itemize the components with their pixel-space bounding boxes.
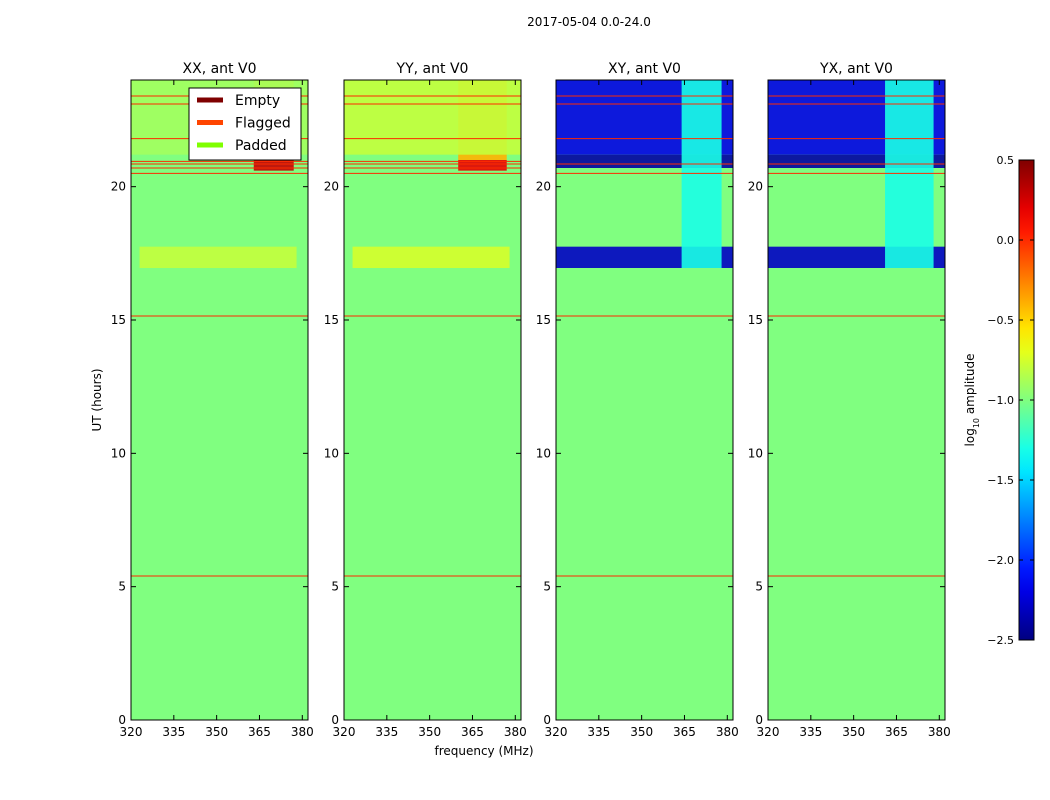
x-tick-label: 365: [248, 725, 271, 739]
y-tick-label: 20: [111, 180, 126, 194]
y-tick-label: 5: [331, 580, 339, 594]
heatmap-background: [344, 80, 521, 720]
panel-xy: XY, ant V0 320 335 350 365 380 0 5 10 15 20: [536, 61, 739, 739]
panel-yx: YX, ant V0 320 335 350 365 380 0 5 10 15 20: [748, 61, 951, 739]
heatmap-area: [344, 80, 521, 720]
x-tick-label: 350: [842, 725, 865, 739]
heatmap-area: [131, 80, 308, 720]
heatmap-band: [139, 246, 297, 268]
axes-frame: [767, 79, 946, 721]
x-tick-label: 380: [291, 725, 314, 739]
x-tick-label: 320: [120, 725, 143, 739]
axes-frame: [130, 79, 309, 721]
y-tick-label: 0: [543, 713, 551, 727]
panel-title: XX, ant V0: [183, 61, 257, 77]
heatmap-band: [352, 246, 510, 268]
x-tick-label: 365: [673, 725, 696, 739]
y-tick-label: 0: [755, 713, 763, 727]
heatmap-band: [253, 160, 294, 171]
figure-suptitle: 2017-05-04 0.0-24.0: [527, 15, 651, 29]
x-tick-label: 365: [885, 725, 908, 739]
x-tick-label: 320: [333, 725, 356, 739]
legend-label: Flagged: [235, 116, 291, 132]
panel-title: YX, ant V0: [819, 61, 893, 77]
x-tick-label: 335: [799, 725, 822, 739]
heatmap-band: [344, 80, 521, 155]
colorbar-tick-label: −1.5: [987, 474, 1014, 487]
x-tick-label: 320: [757, 725, 780, 739]
panel-title: XY, ant V0: [608, 61, 681, 77]
legend: Empty Flagged Padded: [188, 87, 302, 161]
y-tick-label: 15: [748, 313, 763, 327]
y-tick-label: 5: [118, 580, 126, 594]
x-tick-label: 335: [375, 725, 398, 739]
colorbar-tick-label: −0.5: [987, 314, 1014, 327]
heatmap-band: [885, 80, 934, 268]
y-tick-label: 0: [331, 713, 339, 727]
y-tick-label: 5: [755, 580, 763, 594]
y-tick-label: 0: [118, 713, 126, 727]
y-tick-label: 5: [543, 580, 551, 594]
x-tick-label: 350: [418, 725, 441, 739]
x-tick-label: 320: [545, 725, 568, 739]
y-tick-label: 10: [536, 446, 551, 460]
x-axis-label: frequency (MHz): [434, 744, 533, 758]
y-tick-label: 10: [111, 446, 126, 460]
colorbar-tick-label: −1.0: [987, 394, 1014, 407]
x-tick-label: 365: [461, 725, 484, 739]
x-tick-label: 380: [504, 725, 527, 739]
y-axis-label: UT (hours): [90, 368, 104, 431]
panel-title: YY, ant V0: [396, 61, 469, 77]
colorbar-label: log10 amplitude: [963, 354, 981, 447]
x-tick-label: 335: [162, 725, 185, 739]
y-tick-label: 10: [748, 446, 763, 460]
heatmap-area: [556, 80, 733, 720]
colorbar-tick-label: 0.5: [997, 154, 1015, 167]
heatmap-band: [458, 160, 507, 171]
colorbar-tick-label: −2.0: [987, 554, 1014, 567]
y-tick-label: 20: [536, 180, 551, 194]
colorbar-tick-label: 0.0: [997, 234, 1015, 247]
y-tick-label: 15: [536, 313, 551, 327]
x-tick-label: 350: [630, 725, 653, 739]
x-tick-label: 350: [205, 725, 228, 739]
x-tick-label: 335: [587, 725, 610, 739]
y-tick-label: 15: [111, 313, 126, 327]
heatmap-background: [131, 80, 308, 720]
y-tick-label: 15: [324, 313, 339, 327]
axes-frame: [343, 79, 522, 721]
legend-label: Padded: [235, 138, 287, 154]
y-tick-label: 10: [324, 446, 339, 460]
panel-yy: YY, ant V0 320 335 350 365 380 0 5 10 15 20: [324, 61, 527, 739]
axes-frame: [555, 79, 734, 721]
y-tick-label: 20: [324, 180, 339, 194]
heatmap-area: [768, 80, 945, 720]
y-tick-label: 20: [748, 180, 763, 194]
colorbar-tick-label: −2.5: [987, 634, 1014, 647]
heatmap-band: [681, 80, 722, 268]
panel-xx: XX, ant V0 320 335 350 365 380 0 5 10 15 20: [111, 61, 314, 739]
x-tick-label: 380: [716, 725, 739, 739]
x-tick-label: 380: [928, 725, 951, 739]
colorbar: 0.5 0.0 −0.5 −1.0 −1.5 −2.0 −2.5 log10 amplitud…: [963, 154, 1035, 647]
legend-label: Empty: [235, 93, 280, 109]
